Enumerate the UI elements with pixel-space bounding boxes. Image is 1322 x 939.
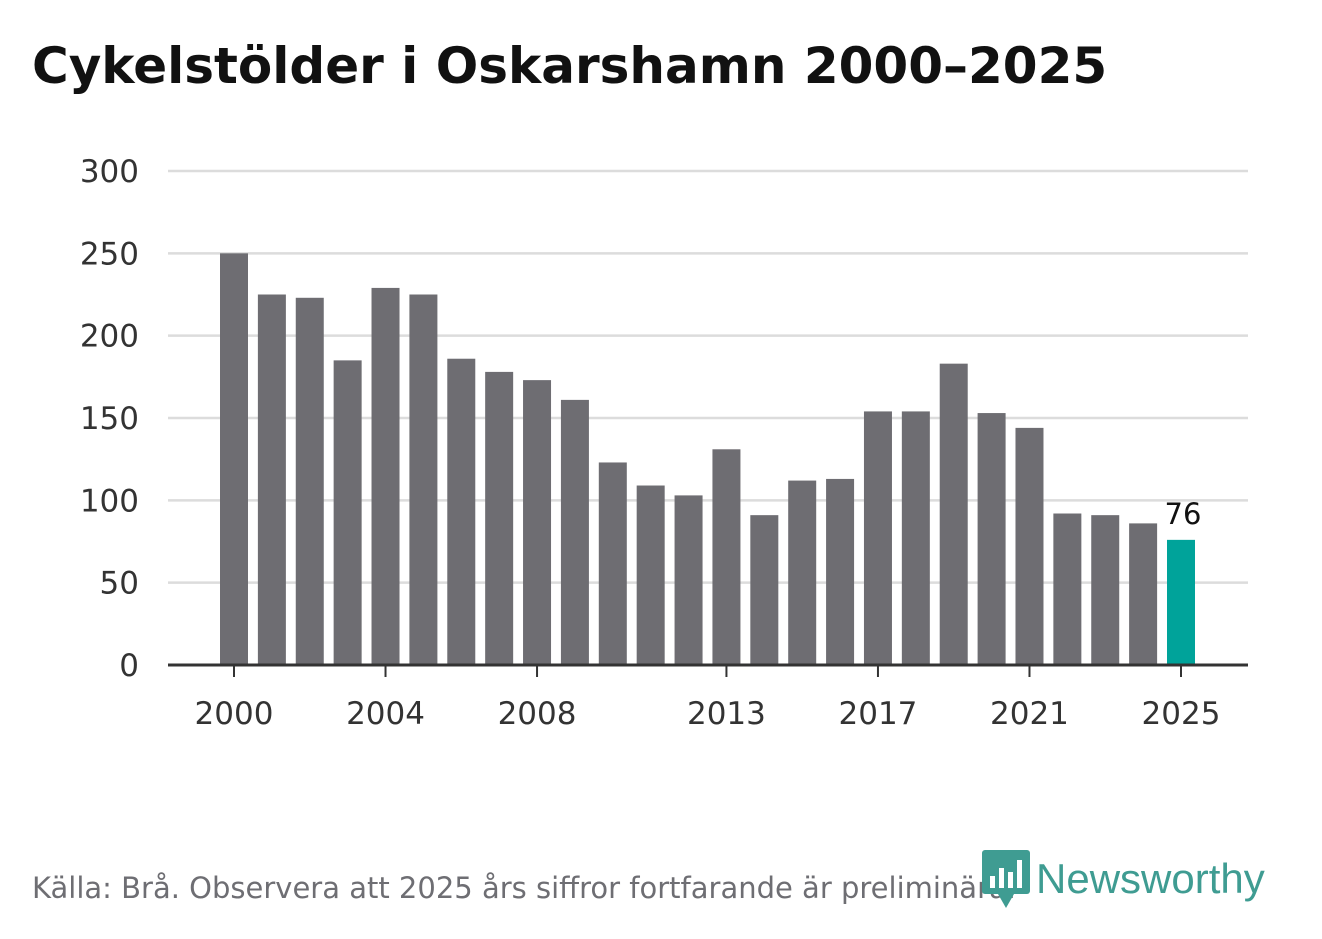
bar-2003 bbox=[333, 360, 362, 665]
source-note: Källa: Brå. Observera att 2025 års siffr… bbox=[32, 871, 1016, 905]
logo-text: Newsworthy bbox=[1036, 855, 1265, 902]
y-axis-labels: 0 50 100 150 200 250 300 bbox=[80, 154, 139, 684]
chart-title: Cykelstölder i Oskarshamn 2000–2025 bbox=[32, 37, 1108, 95]
x-tick-label: 2013 bbox=[687, 696, 766, 732]
bar-2001 bbox=[257, 294, 286, 665]
bar-2016 bbox=[826, 478, 855, 665]
x-tick-label: 2025 bbox=[1142, 696, 1221, 732]
bar-2015 bbox=[788, 480, 817, 665]
bar-chart-bubble-icon bbox=[982, 850, 1030, 908]
bar-2011 bbox=[636, 485, 665, 665]
y-tick-label: 150 bbox=[80, 401, 139, 437]
bar-2012 bbox=[674, 495, 703, 665]
bar-2004 bbox=[371, 287, 400, 665]
newsworthy-logo: Newsworthy bbox=[982, 850, 1265, 908]
bar-2008 bbox=[523, 380, 552, 665]
y-tick-label: 200 bbox=[80, 319, 139, 355]
bar-2007 bbox=[485, 371, 514, 665]
bar-2023 bbox=[1091, 515, 1120, 665]
bar-2009 bbox=[560, 399, 589, 665]
bar-2002 bbox=[295, 297, 324, 665]
bar-2013 bbox=[712, 449, 741, 665]
x-tick-label: 2000 bbox=[195, 696, 274, 732]
bar-2018 bbox=[901, 411, 930, 665]
bar-2000 bbox=[220, 253, 248, 666]
bar-2025 bbox=[1167, 539, 1195, 665]
y-tick-label: 0 bbox=[119, 648, 139, 684]
bar-2006 bbox=[447, 358, 476, 665]
x-tick-label: 2004 bbox=[346, 696, 425, 732]
bar-2014 bbox=[750, 515, 779, 665]
bar-2024 bbox=[1129, 523, 1158, 665]
y-tick-label: 50 bbox=[100, 566, 139, 602]
x-tick-label: 2008 bbox=[498, 696, 577, 732]
bar-2021 bbox=[1015, 427, 1044, 665]
y-tick-label: 300 bbox=[80, 154, 139, 190]
data-label: 76 bbox=[1165, 497, 1202, 531]
x-tick-label: 2021 bbox=[990, 696, 1069, 732]
bar-2019 bbox=[939, 363, 968, 665]
bar-2022 bbox=[1053, 513, 1082, 665]
data-labels: 76 bbox=[1165, 497, 1202, 531]
bar-2017 bbox=[863, 411, 892, 665]
x-tick-label: 2017 bbox=[839, 696, 918, 732]
y-tick-label: 100 bbox=[80, 483, 139, 519]
bars bbox=[220, 253, 1195, 666]
bar-2020 bbox=[977, 413, 1006, 665]
y-tick-label: 250 bbox=[80, 236, 139, 272]
bar-2010 bbox=[598, 462, 627, 665]
bar-2005 bbox=[409, 294, 438, 665]
grid-lines bbox=[168, 169, 1248, 584]
x-axis: 2000 2004 2008 2013 2017 2021 2025 bbox=[168, 663, 1248, 732]
